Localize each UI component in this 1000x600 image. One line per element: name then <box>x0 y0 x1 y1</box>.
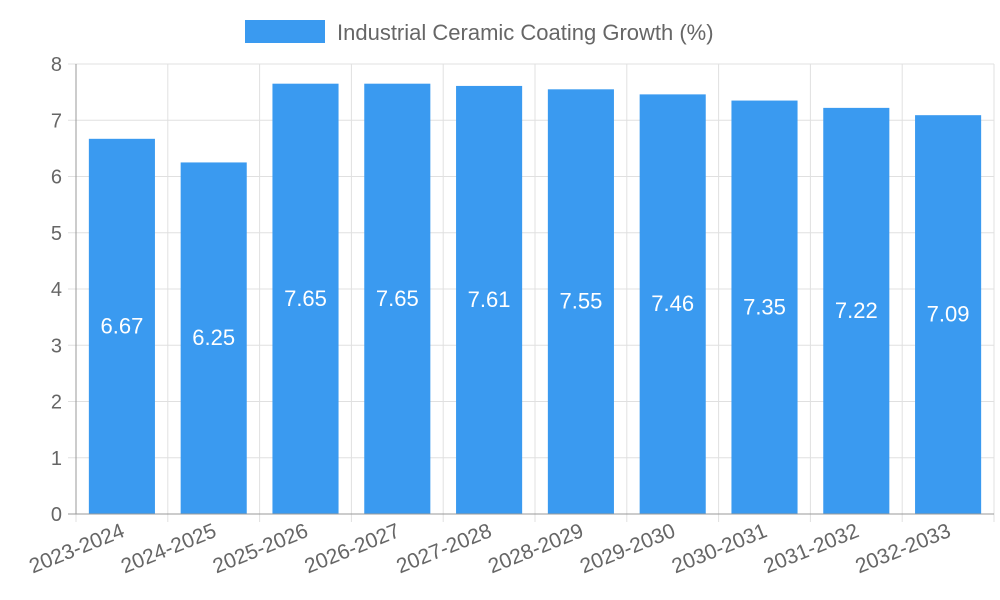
x-tick-label: 2028-2029 <box>485 519 587 578</box>
y-tick-label: 1 <box>51 448 62 470</box>
y-tick-label: 8 <box>51 54 62 76</box>
y-tick-label: 0 <box>51 504 62 526</box>
legend-label: Industrial Ceramic Coating Growth (%) <box>337 20 714 45</box>
bar-value-label: 7.09 <box>927 302 970 327</box>
y-tick-label: 4 <box>51 279 62 301</box>
y-tick-label: 3 <box>51 335 62 357</box>
x-tick-label: 2025-2026 <box>210 519 312 578</box>
bar-value-label: 7.65 <box>284 286 327 311</box>
bar[interactable] <box>823 107 890 514</box>
bar[interactable] <box>272 83 339 514</box>
bar-value-label: 7.22 <box>835 298 878 323</box>
bars <box>88 83 982 514</box>
bar-value-label: 6.67 <box>100 313 143 338</box>
x-tick-label: 2029-2030 <box>577 519 679 578</box>
y-tick-label: 6 <box>51 167 62 189</box>
bar-value-label: 7.65 <box>376 286 419 311</box>
x-tick-label: 2023-2024 <box>26 519 128 578</box>
bar-value-label: 7.55 <box>559 289 602 314</box>
bar-value-label: 7.61 <box>468 287 511 312</box>
bar[interactable] <box>639 94 706 514</box>
bar[interactable] <box>364 83 431 514</box>
y-tick-label: 5 <box>51 223 62 245</box>
bar[interactable] <box>547 89 614 514</box>
x-tick-label: 2030-2031 <box>669 519 771 578</box>
x-tick-label: 2024-2025 <box>118 519 220 578</box>
bar[interactable] <box>180 162 247 514</box>
bar[interactable] <box>456 85 523 514</box>
x-tick-label: 2027-2028 <box>393 519 495 578</box>
bar-value-label: 7.46 <box>651 291 694 316</box>
legend-swatch <box>245 20 325 43</box>
data-labels: 6.67 6.25 7.65 7.65 7.61 7.55 7.46 7.35 7.22 7.09 <box>100 286 969 350</box>
bar[interactable] <box>915 115 982 514</box>
x-tick-label: 2026-2027 <box>301 519 403 578</box>
y-tick-label: 2 <box>51 392 62 414</box>
bar-value-label: 7.35 <box>743 294 786 319</box>
bar[interactable] <box>731 100 798 514</box>
bar[interactable] <box>88 138 155 514</box>
x-tick-label: 2032-2033 <box>852 519 954 578</box>
legend[interactable]: Industrial Ceramic Coating Growth (%) <box>245 20 714 45</box>
x-tick-label: 2031-2032 <box>760 519 862 578</box>
bar-value-label: 6.25 <box>192 325 235 350</box>
y-tick-label: 7 <box>51 110 62 132</box>
